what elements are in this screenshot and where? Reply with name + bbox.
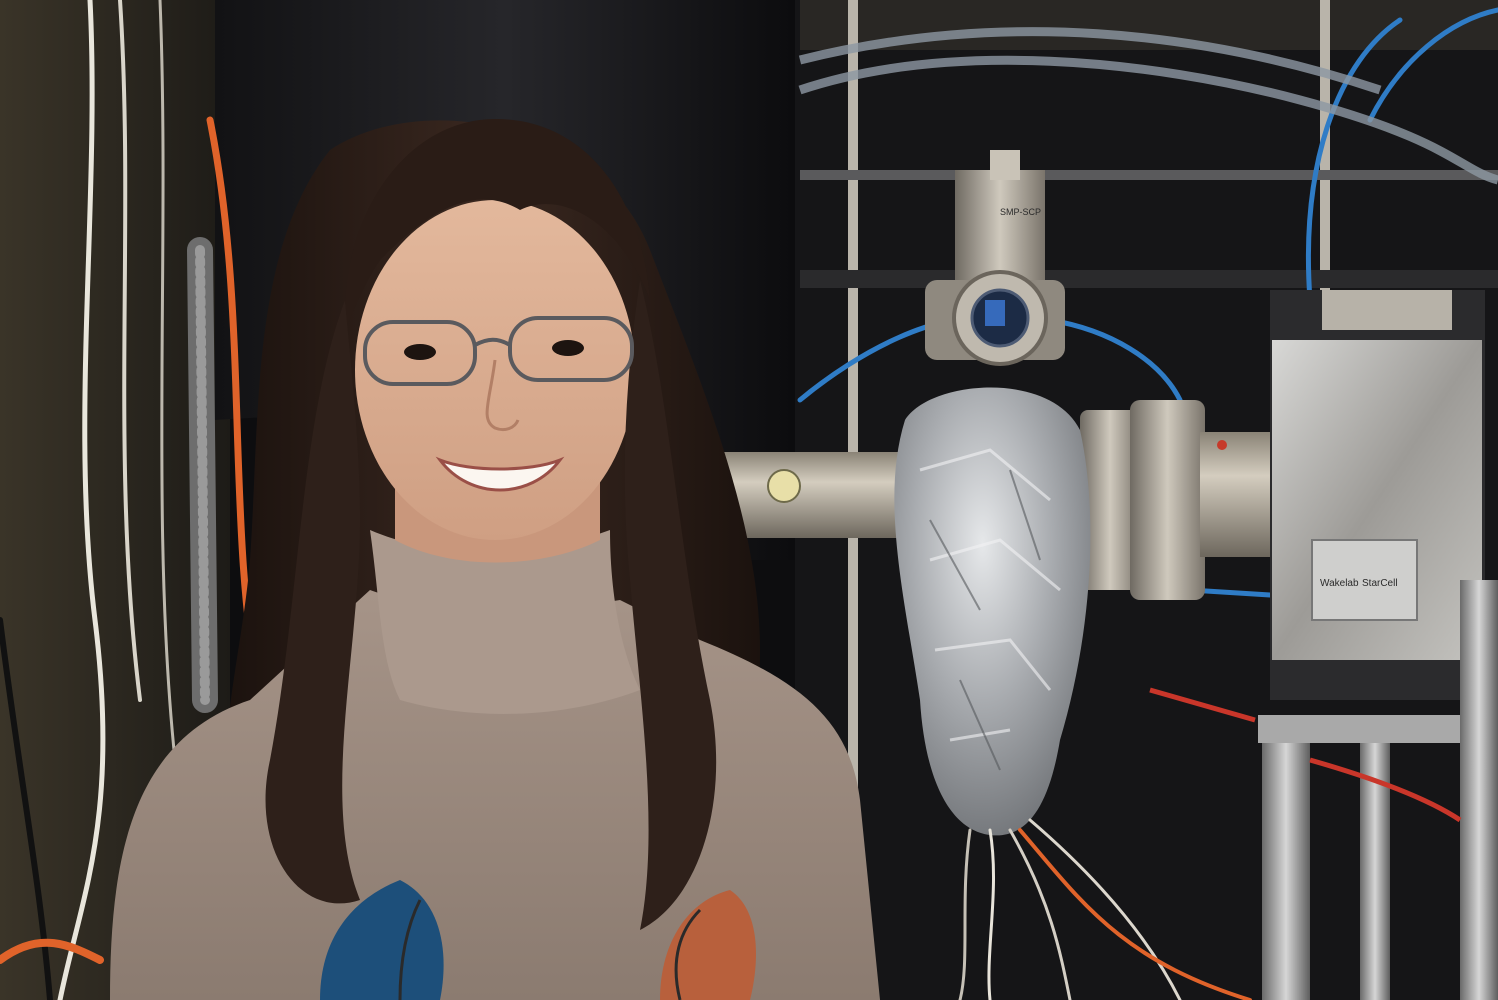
grey-hoses <box>798 27 1498 185</box>
eyes <box>404 340 584 360</box>
plate-brand: Wakelab <box>1320 578 1359 589</box>
sweater-print <box>320 880 756 1000</box>
left-cables <box>0 0 264 1000</box>
red-cables <box>1149 687 1462 823</box>
foil-wrapped-section <box>894 387 1091 836</box>
smile <box>435 456 565 492</box>
turtleneck-collar <box>370 530 640 714</box>
hair-side-left <box>265 300 360 904</box>
hair-side-right <box>624 280 717 930</box>
starcell-box: Wakelab StarCell <box>1270 290 1485 700</box>
person <box>110 119 880 1000</box>
gauge-label: SMP-SCP <box>1000 207 1041 217</box>
foil-wires <box>958 818 1252 1000</box>
chamber-flanges <box>1080 400 1280 600</box>
glasses <box>363 316 634 386</box>
viewport-window: SMP-SCP <box>925 150 1065 366</box>
plate-model: StarCell <box>1362 578 1398 589</box>
hair-front <box>344 119 650 330</box>
nose <box>485 359 520 432</box>
